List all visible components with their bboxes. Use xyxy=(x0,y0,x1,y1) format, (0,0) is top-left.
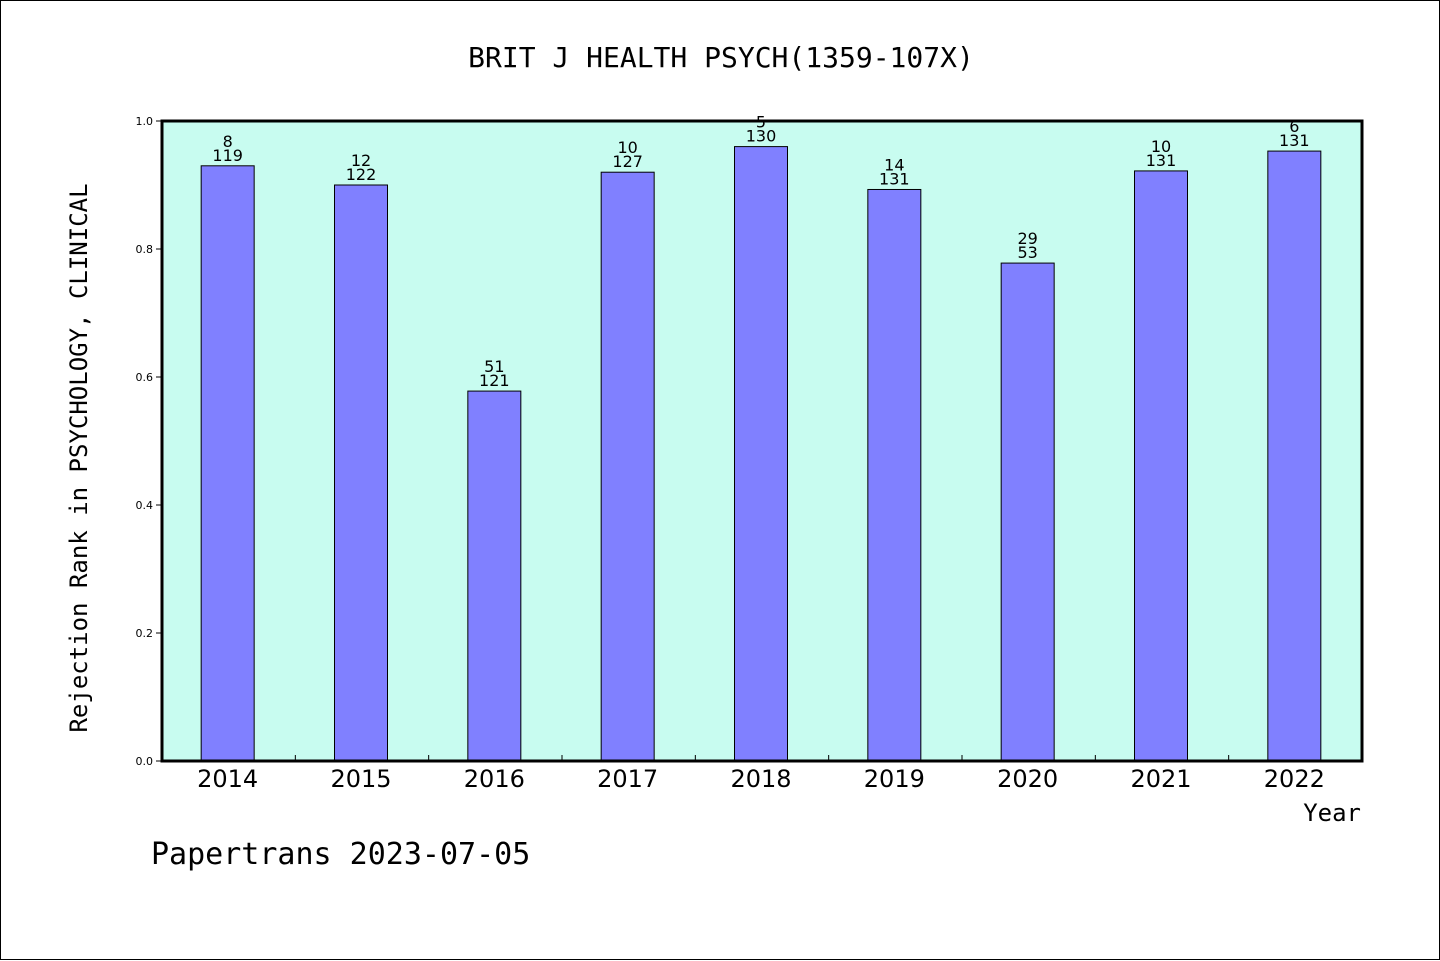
bar-total-label: 127 xyxy=(612,152,643,171)
bar-rank-label: 8 xyxy=(223,132,233,151)
bars-group xyxy=(200,146,1322,762)
y-axis-label: Rejection Rank in PSYCHOLOGY, CLINICAL xyxy=(65,183,93,732)
y-tick-label: 0.6 xyxy=(136,371,154,384)
bar-total-label: 119 xyxy=(212,146,243,165)
y-tick-label: 0.8 xyxy=(136,243,154,256)
x-tick-label: 2022 xyxy=(1264,765,1325,793)
x-tick-label: 2014 xyxy=(197,765,258,793)
chart-title: BRIT J HEALTH PSYCH(1359-107X) xyxy=(468,41,974,74)
bar-total-label: 53 xyxy=(1017,243,1037,262)
bar-2014 xyxy=(200,165,255,762)
bar-2017 xyxy=(600,171,655,762)
x-tick-label: 2015 xyxy=(330,765,391,793)
x-tick-label: 2020 xyxy=(997,765,1058,793)
bar-total-label: 131 xyxy=(1146,151,1177,170)
bar-total-label: 131 xyxy=(879,169,910,188)
footer-credit: Papertrans 2023-07-05 xyxy=(151,837,530,872)
plot-border xyxy=(160,119,1364,763)
bar-2021 xyxy=(1134,170,1188,762)
y-tick-label: 0.0 xyxy=(136,755,154,768)
bar-2015 xyxy=(334,184,388,762)
x-tick-labels: 2014 2015 2016 2017 2018 2019 2020 2021 2022 xyxy=(197,765,1325,793)
bar-total-label: 121 xyxy=(479,371,510,390)
bar-rank-label: 29 xyxy=(1017,229,1037,248)
bar-2019 xyxy=(867,188,922,762)
x-tick-label: 2021 xyxy=(1130,765,1191,793)
bar-2022 xyxy=(1267,150,1322,762)
bar-2020 xyxy=(1000,262,1055,762)
y-tick-label: 1.0 xyxy=(136,115,154,128)
bar-total-label: 131 xyxy=(1279,131,1310,150)
bar-total-label: 130 xyxy=(746,127,777,146)
bar-2016 xyxy=(467,390,522,762)
bar-rank-label: 12 xyxy=(351,151,371,170)
y-axis-ticks: 0.0 0.2 0.4 0.6 0.8 1.0 xyxy=(136,115,162,768)
x-tick-label: 2018 xyxy=(730,765,791,793)
x-tick-label: 2016 xyxy=(464,765,525,793)
x-tick-label: 2017 xyxy=(597,765,658,793)
bar-rank-label: 14 xyxy=(884,155,904,174)
bar-rank-label: 10 xyxy=(1151,137,1171,156)
bar-2018 xyxy=(734,146,788,762)
bar-total-label: 122 xyxy=(346,165,377,184)
y-tick-label: 0.2 xyxy=(136,627,154,640)
y-tick-label: 0.4 xyxy=(136,499,154,512)
bar-rank-label: 10 xyxy=(617,138,637,157)
bar-rank-label: 6 xyxy=(1289,117,1299,136)
x-tick-label: 2019 xyxy=(864,765,925,793)
bar-rank-label: 51 xyxy=(484,357,504,376)
x-axis-label: Year xyxy=(1303,799,1361,827)
